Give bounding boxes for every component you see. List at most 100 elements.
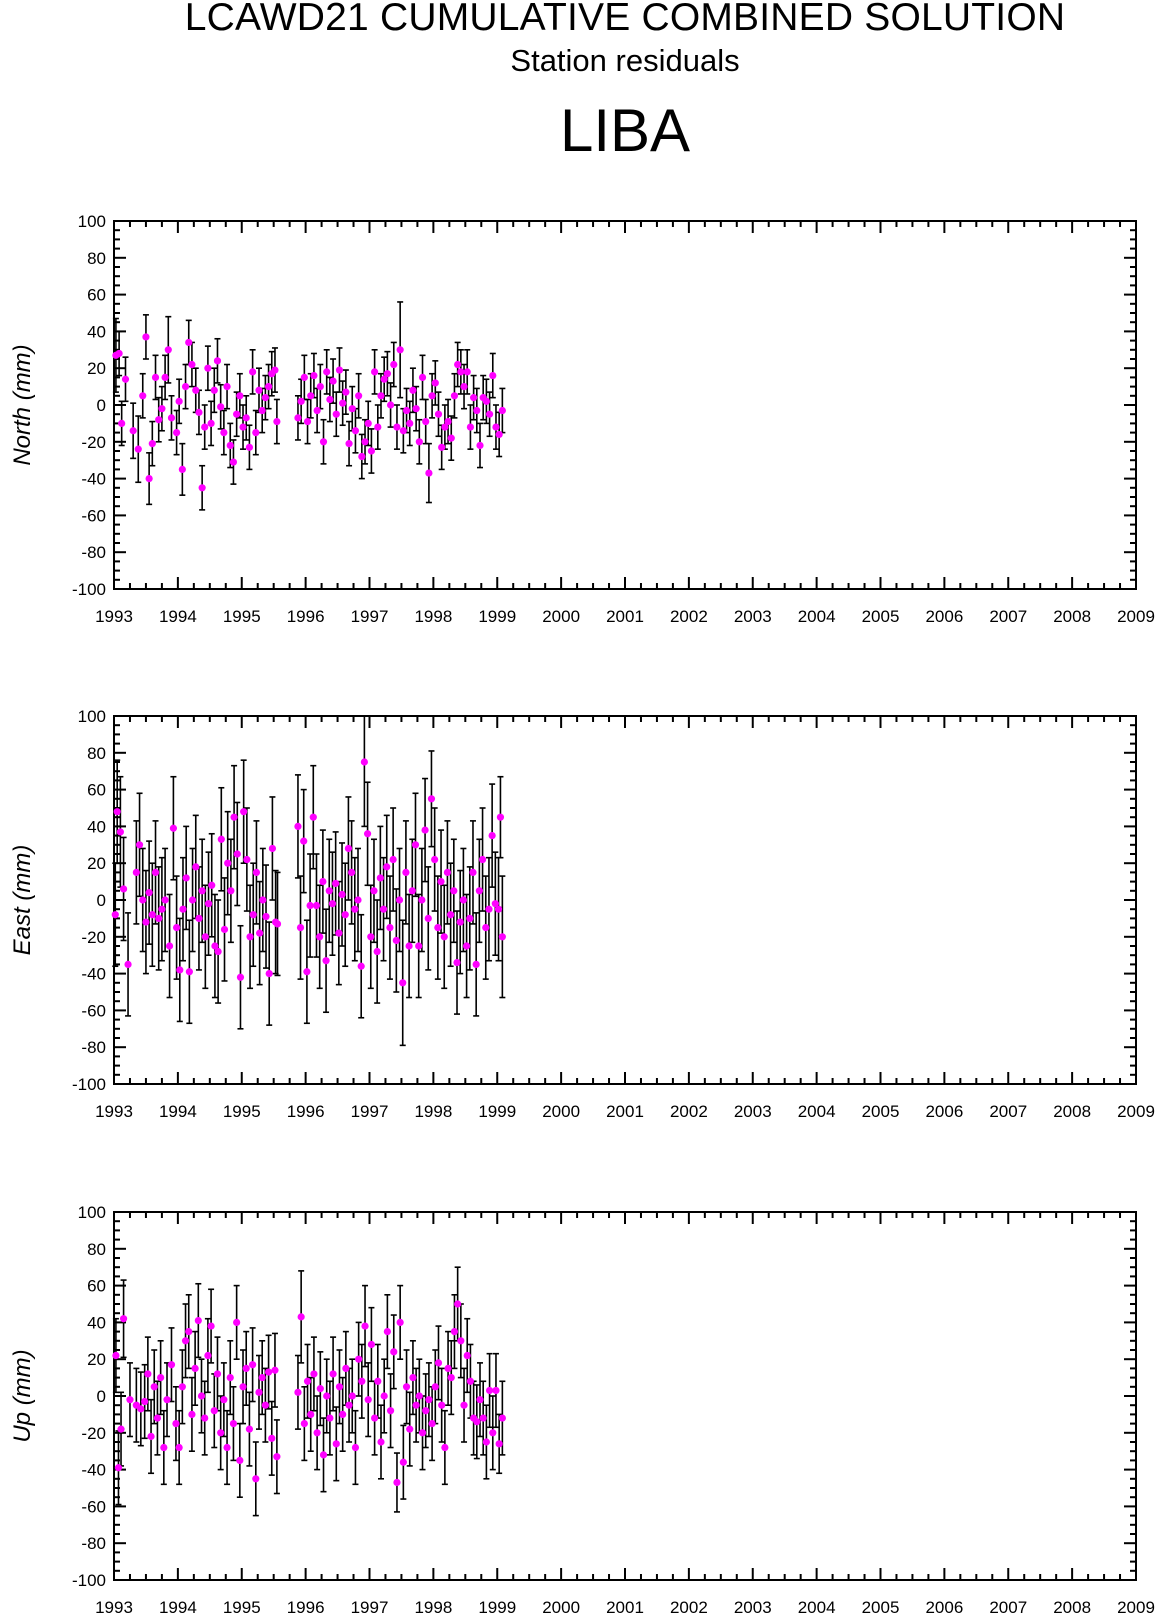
data-point [273, 1453, 281, 1461]
data-point [268, 1434, 276, 1442]
data-point [494, 905, 503, 913]
station-name: LIBA [559, 97, 691, 164]
data-point [431, 379, 439, 387]
data-point [217, 1429, 225, 1437]
data-point [303, 1377, 312, 1385]
data-point [124, 960, 132, 969]
data-point [412, 1401, 420, 1409]
data-point [264, 383, 273, 391]
data-point [357, 962, 365, 970]
data-point [428, 392, 436, 400]
data-point [498, 1414, 506, 1422]
data-point [161, 896, 169, 904]
data-point [226, 441, 234, 450]
y-tick-label: -20 [81, 433, 106, 452]
x-tick-label: 2002 [670, 1598, 708, 1617]
data-point [172, 924, 181, 932]
x-tick-label: 2005 [862, 1598, 900, 1617]
data-point [255, 1388, 263, 1396]
data-point [158, 905, 166, 913]
data-point [151, 373, 160, 381]
data-point [164, 346, 172, 354]
data-point [300, 373, 308, 381]
x-tick-label: 2000 [542, 1102, 580, 1121]
data-point [339, 399, 347, 407]
panel-1: 100 80 60 40 20 0 -20 -40 -60 -80 -100 1993 1994 1995… [9, 212, 1155, 626]
y-tick-label: 0 [97, 396, 106, 415]
y-tick-label: 80 [87, 1240, 106, 1259]
data-point [307, 392, 315, 400]
x-tick-label: 2001 [606, 607, 644, 626]
data-point [161, 373, 169, 381]
x-tick-label: 1994 [159, 1598, 197, 1617]
data-point [408, 887, 416, 895]
data-point [444, 1364, 452, 1372]
data-point [456, 918, 464, 926]
data-point [496, 813, 505, 821]
data-point [482, 924, 490, 932]
data-point [294, 414, 302, 422]
data-point [329, 1370, 337, 1378]
data-point [175, 1443, 183, 1452]
data-point [220, 925, 229, 934]
data-point [316, 933, 324, 941]
data-point [188, 360, 196, 369]
data-point [498, 406, 506, 415]
x-tick-label: 1998 [414, 1102, 452, 1121]
panel-2: 100 80 60 40 20 0 -20 -40 -60 -80 -100 1993 1994 1995… [9, 707, 1155, 1121]
x-tick-label: 2009 [1117, 1102, 1155, 1121]
data-point [306, 901, 314, 910]
data-point [341, 911, 349, 919]
data-point [447, 434, 455, 442]
data-point [457, 1337, 465, 1345]
data-point [167, 414, 176, 422]
data-point [188, 896, 197, 904]
data-point [399, 1458, 407, 1466]
panel-3: 100 80 60 40 20 0 -20 -40 -60 -80 -100 1993 1994 1995… [9, 1203, 1155, 1617]
data-point [121, 375, 130, 383]
data-point [172, 1420, 180, 1428]
data-point [386, 401, 395, 409]
data-point [191, 1364, 199, 1372]
data-point [194, 1316, 202, 1325]
data-point [482, 397, 490, 405]
data-point [379, 905, 388, 913]
data-point [351, 1443, 360, 1452]
data-point [188, 1410, 196, 1418]
data-point [227, 887, 235, 895]
data-point [476, 441, 484, 450]
data-point [310, 1370, 318, 1378]
x-tick-label: 2001 [606, 1102, 644, 1121]
data-point [261, 1401, 269, 1409]
plot-frame [113, 220, 1137, 590]
data-point [335, 366, 344, 374]
data-point [112, 1351, 120, 1360]
data-point [223, 1443, 231, 1452]
data-point [114, 1464, 123, 1472]
data-point [176, 966, 184, 974]
data-point [374, 423, 382, 431]
y-tick-label: -40 [81, 965, 106, 984]
data-point [466, 914, 474, 923]
data-point [450, 887, 458, 895]
data-point [441, 423, 449, 431]
data-point [469, 868, 477, 877]
x-tick-label: 1997 [351, 1102, 389, 1121]
data-point [217, 403, 225, 411]
data-point [425, 1396, 433, 1404]
data-point [360, 758, 368, 766]
data-point [345, 1401, 353, 1409]
data-point [395, 896, 404, 904]
data-point [390, 360, 398, 369]
data-point [313, 406, 321, 415]
data-point [355, 1355, 363, 1363]
data-point [485, 1386, 494, 1395]
data-point [142, 333, 150, 341]
x-tick-label: 2002 [670, 607, 708, 626]
data-point [195, 914, 203, 923]
data-point [249, 911, 257, 919]
data-point [229, 1420, 238, 1428]
y-tick-label: 20 [87, 854, 106, 873]
x-tick-label: 2001 [606, 1598, 644, 1617]
data-point [329, 377, 337, 385]
